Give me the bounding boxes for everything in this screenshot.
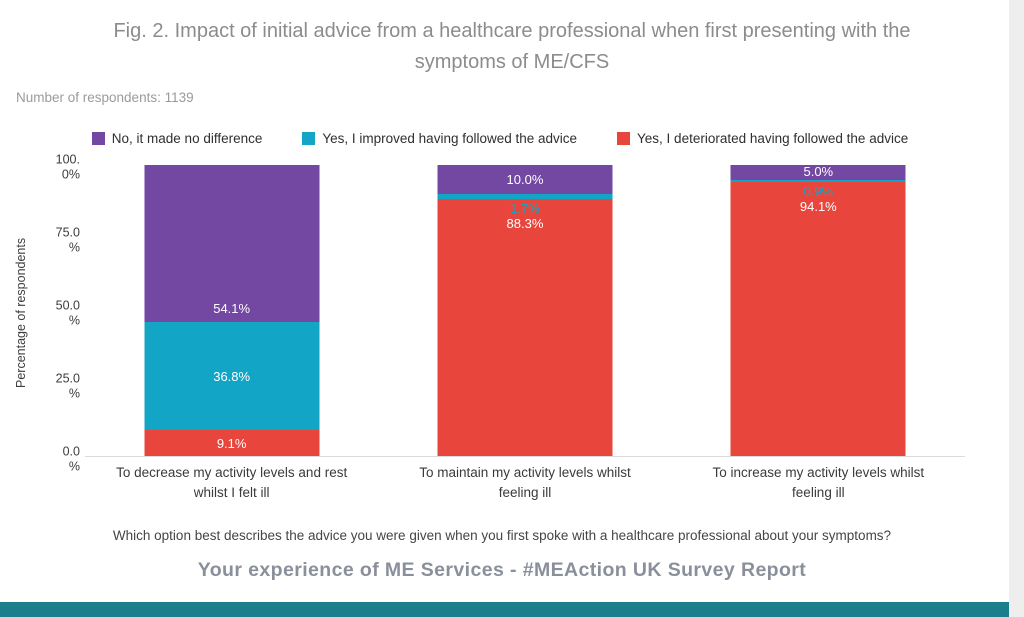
stacked-bar: 9.1% 36.8% 54.1% xyxy=(144,165,320,456)
stacked-bar: 94.1% 0.9% 5.0% xyxy=(730,164,906,456)
bar-segment xyxy=(437,194,613,200)
legend: No, it made no difference Yes, I improved… xyxy=(0,131,1000,146)
x-axis-category-labels: To decrease my activity levels and rest … xyxy=(85,463,965,502)
bar-segment xyxy=(730,165,906,180)
legend-label: Yes, I improved having followed the advi… xyxy=(322,131,578,146)
respondents-count: Number of respondents: 1139 xyxy=(16,90,194,105)
y-tick-label: 100. 0% xyxy=(55,152,80,182)
bar-segment xyxy=(437,199,613,456)
bar-segment xyxy=(144,322,320,430)
x-category-label: To maintain my activity levels whilst fe… xyxy=(419,465,631,500)
legend-item: Yes, I deteriorated having followed the … xyxy=(617,131,908,146)
bar-segment xyxy=(144,429,320,456)
bar-segment xyxy=(437,165,613,195)
bar-column: 9.1% 36.8% 54.1% xyxy=(85,165,378,456)
bar-column: 94.1% 0.9% 5.0% xyxy=(672,164,965,456)
x-axis-question: Which option best describes the advice y… xyxy=(112,528,892,543)
x-category-label: To decrease my activity levels and rest … xyxy=(116,465,348,500)
y-axis-ticks: 100. 0% 75.0 % 50.0 % 25.0 % 0.0 % xyxy=(40,152,80,473)
legend-label: Yes, I deteriorated having followed the … xyxy=(637,131,909,146)
y-tick-label: 50.0 % xyxy=(55,298,80,328)
legend-item: Yes, I improved having followed the advi… xyxy=(302,131,577,146)
legend-label: No, it made no difference xyxy=(111,131,263,146)
right-gutter xyxy=(1009,0,1024,617)
stacked-bar: 88.3% 1.7% 10.0% xyxy=(437,165,613,456)
chart-title: Fig. 2. Impact of initial advice from a … xyxy=(113,20,911,73)
y-tick-label: 0.0 % xyxy=(62,444,80,474)
x-category-label: To increase my activity levels whilst fe… xyxy=(712,465,925,500)
bar-column: 88.3% 1.7% 10.0% xyxy=(378,165,671,456)
legend-swatch-icon xyxy=(617,132,631,145)
legend-swatch-icon xyxy=(302,132,316,145)
bar-segment xyxy=(730,182,906,456)
y-tick-label: 75.0 % xyxy=(55,225,80,255)
bottom-accent-strip xyxy=(0,602,1009,617)
legend-item: No, it made no difference xyxy=(91,131,263,146)
report-title: Your experience of ME Services - #MEActi… xyxy=(197,559,807,581)
legend-swatch-icon xyxy=(91,132,105,145)
bar-segment xyxy=(144,165,320,323)
y-axis-title: Percentage of respondents xyxy=(14,237,28,389)
bar-segment xyxy=(730,179,906,183)
plot-area: 9.1% 36.8% 54.1% 88.3% 1.7% 10.0% 94.1% 0.9% 5.0… xyxy=(85,164,965,457)
y-tick-label: 25.0 % xyxy=(55,371,80,401)
